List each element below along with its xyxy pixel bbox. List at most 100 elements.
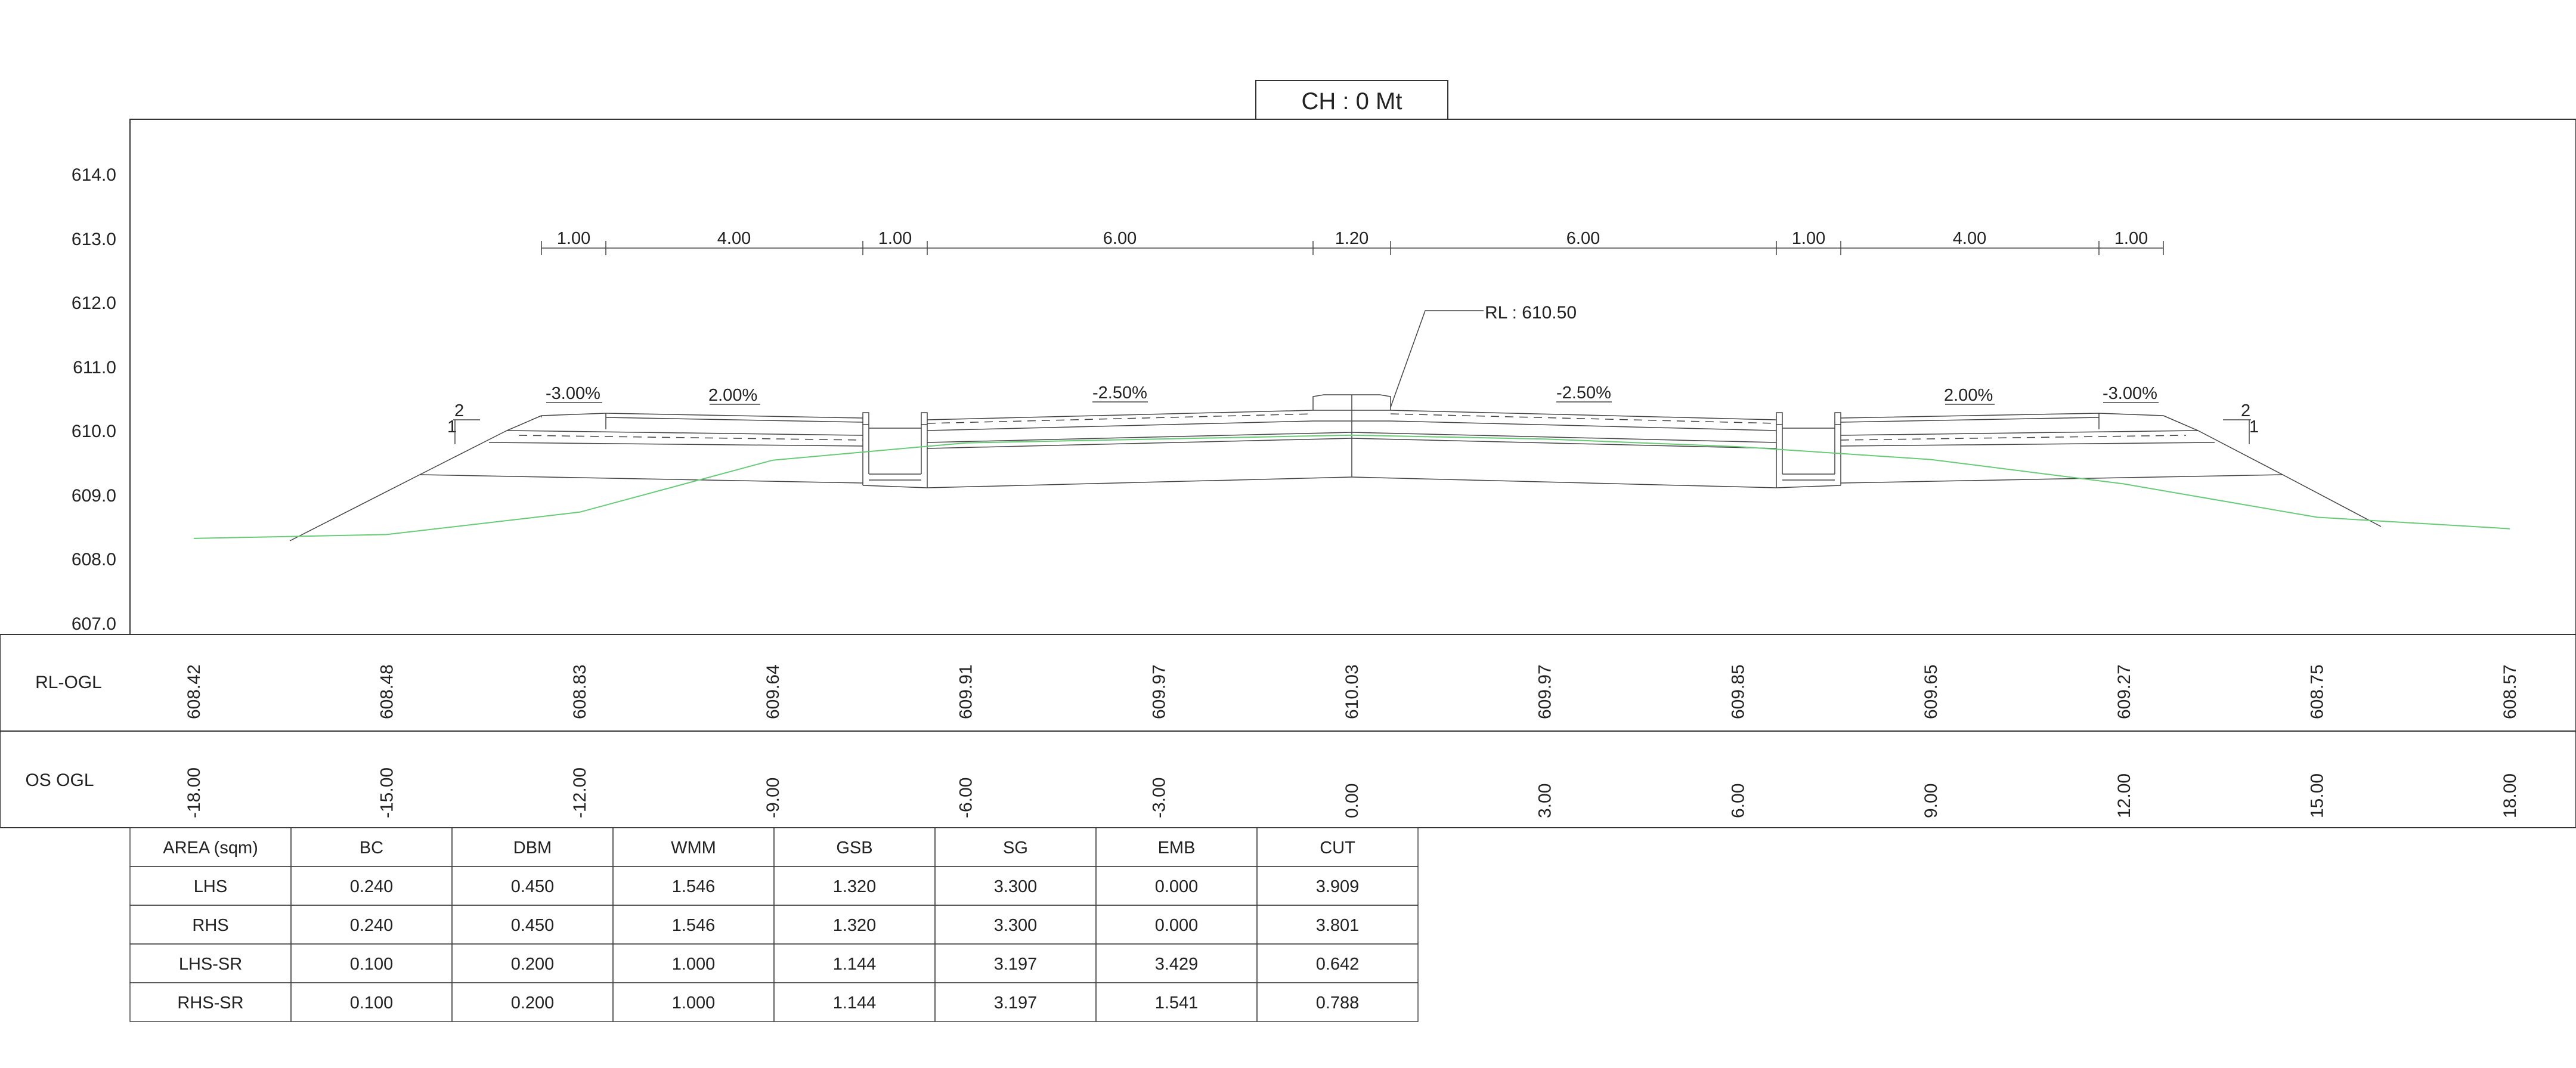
area-table-value: 3.300	[994, 916, 1038, 935]
dim-median: 1.20	[1335, 229, 1368, 248]
side-slope-left-h: 1	[447, 417, 457, 437]
area-table-value: 3.197	[994, 955, 1038, 974]
os-ogl-value: 15.00	[2308, 773, 2327, 818]
rl-ogl-values: 608.42 608.48 608.83 609.64 609.91 609.97 610.…	[184, 664, 2520, 719]
rl-ogl-value: 609.97	[1149, 664, 1169, 719]
y-label-608: 608.0	[72, 550, 116, 569]
rl-ogl-value: 608.48	[377, 664, 397, 719]
rl-ogl-row: RL-OGL 608.42 608.48 608.83 609.64 609.91 609…	[0, 634, 2576, 732]
y-label-609: 609.0	[72, 486, 116, 506]
area-table-header: AREA (sqm)	[163, 838, 258, 858]
slope-left-main: -2.50%	[1092, 383, 1147, 403]
os-ogl-value: -9.00	[763, 778, 783, 818]
rl-ogl-value: 609.64	[763, 664, 783, 719]
area-table-value: 0.450	[511, 877, 555, 896]
area-table-value: 3.909	[1316, 877, 1360, 896]
y-label-614: 614.0	[72, 165, 116, 185]
rl-ogl-value: 609.65	[1921, 664, 1941, 719]
area-table-value: 1.541	[1155, 993, 1199, 1013]
slope-right-service: 2.00%	[1944, 386, 1993, 405]
area-table-value: 3.801	[1316, 916, 1360, 935]
area-table-value: RHS-SR	[177, 993, 243, 1013]
y-label-612: 612.0	[72, 293, 116, 313]
slope-right-shoulder: -3.00%	[2103, 384, 2157, 403]
dimension-line: 1.00 4.00 1.00 6.00 1.20 6.00 1.00 4.00 …	[541, 229, 2164, 255]
os-ogl-value: -18.00	[184, 767, 204, 818]
cross-slopes: -3.00% 2.00% -2.50% -2.50% 2.00% -3.00%	[546, 383, 2159, 405]
area-table-value: 0.200	[511, 955, 555, 974]
y-axis: 614.0 613.0 612.0 611.0 610.0 609.0 608.…	[72, 165, 116, 634]
os-ogl-value: 6.00	[1728, 784, 1748, 818]
area-table-value: 1.320	[833, 916, 877, 935]
area-table-header: DBM	[513, 838, 552, 858]
area-table-value: 0.240	[350, 916, 394, 935]
slope-left-service: 2.00%	[708, 386, 757, 405]
chainage-title: CH : 0 Mt	[1255, 80, 1448, 120]
area-table-header: GSB	[836, 838, 872, 858]
original-ground-line	[193, 434, 2510, 539]
area-table-header: EMB	[1158, 838, 1196, 858]
area-table-header: WMM	[671, 838, 716, 858]
rl-label: RL : 610.50	[1485, 303, 1577, 323]
os-ogl-value: -3.00	[1149, 778, 1169, 818]
y-label-607: 607.0	[72, 614, 116, 634]
side-slope-indicators: 2 1 2 1	[447, 401, 2259, 444]
area-table-value: 1.320	[833, 877, 877, 896]
area-table-value: 0.100	[350, 993, 394, 1013]
road-section	[289, 394, 2382, 541]
dim-lhs-carriageway: 6.00	[1103, 229, 1137, 248]
area-table-value: 0.000	[1155, 916, 1199, 935]
y-label-610: 610.0	[72, 422, 116, 441]
rl-ogl-row-label: RL-OGL	[35, 673, 102, 692]
area-table-value: 1.546	[672, 916, 716, 935]
y-label-611: 611.0	[73, 358, 116, 377]
area-table-value: 3.300	[994, 877, 1038, 896]
os-ogl-value: -12.00	[570, 767, 590, 818]
area-table-header: BC	[360, 838, 383, 858]
area-table-value: 0.450	[511, 916, 555, 935]
area-table-value: 0.200	[511, 993, 555, 1013]
rl-ogl-value: 609.97	[1535, 664, 1555, 719]
rl-ogl-value: 608.57	[2500, 664, 2520, 719]
side-slope-left-v: 2	[454, 401, 464, 420]
slope-right-main: -2.50%	[1556, 383, 1611, 403]
plot-frame	[129, 119, 2576, 635]
rl-annotation: RL : 610.50	[1390, 303, 1577, 408]
area-table-cell	[1256, 982, 1419, 1022]
dim-lhs-separator: 1.00	[878, 229, 912, 248]
os-ogl-value: 18.00	[2500, 773, 2520, 818]
rl-ogl-value: 608.42	[184, 664, 204, 719]
rl-ogl-value: 609.91	[956, 664, 976, 719]
area-table-value: 1.144	[833, 955, 877, 974]
y-label-613: 613.0	[72, 230, 116, 249]
os-ogl-row-label: OS OGL	[25, 770, 94, 790]
area-table-value: RHS	[192, 916, 228, 935]
dim-rhs-carriageway: 6.00	[1566, 229, 1600, 248]
os-ogl-value: 3.00	[1535, 784, 1555, 818]
area-table: AREA (sqm) BC DBM WMM GSB SG EMB CUT LHS 0.240 0.4…	[129, 827, 1419, 1022]
os-ogl-value: 0.00	[1342, 784, 1362, 818]
area-table-value: 3.429	[1155, 955, 1199, 974]
area-table-value: LHS-SR	[179, 955, 242, 974]
os-ogl-value: -15.00	[377, 767, 397, 818]
os-ogl-row: OS OGL -18.00 -15.00 -12.00 -9.00 -6.00 -3.00…	[0, 730, 2576, 828]
dim-rhs-shoulder: 1.00	[2114, 229, 2148, 248]
area-table-value: 0.240	[350, 877, 394, 896]
rl-ogl-value: 609.85	[1728, 664, 1748, 719]
title-text: CH : 0 Mt	[1302, 88, 1402, 114]
os-ogl-values: -18.00 -15.00 -12.00 -9.00 -6.00 -3.00 0.00 3.0…	[184, 767, 2520, 818]
os-ogl-value: 12.00	[2114, 773, 2134, 818]
rl-ogl-value: 608.83	[570, 664, 590, 719]
dim-rhs-service: 4.00	[1953, 229, 1986, 248]
dim-lhs-shoulder: 1.00	[557, 229, 590, 248]
dim-rhs-separator: 1.00	[1792, 229, 1825, 248]
area-table-value: LHS	[194, 877, 227, 896]
slope-left-shoulder: -3.00%	[546, 384, 600, 403]
area-table-value: 1.546	[672, 877, 716, 896]
os-ogl-value: -6.00	[956, 778, 976, 818]
rl-ogl-value: 610.03	[1342, 664, 1362, 719]
dim-lhs-service: 4.00	[717, 229, 751, 248]
area-table-header: SG	[1003, 838, 1028, 858]
area-table-value: 0.100	[350, 955, 394, 974]
